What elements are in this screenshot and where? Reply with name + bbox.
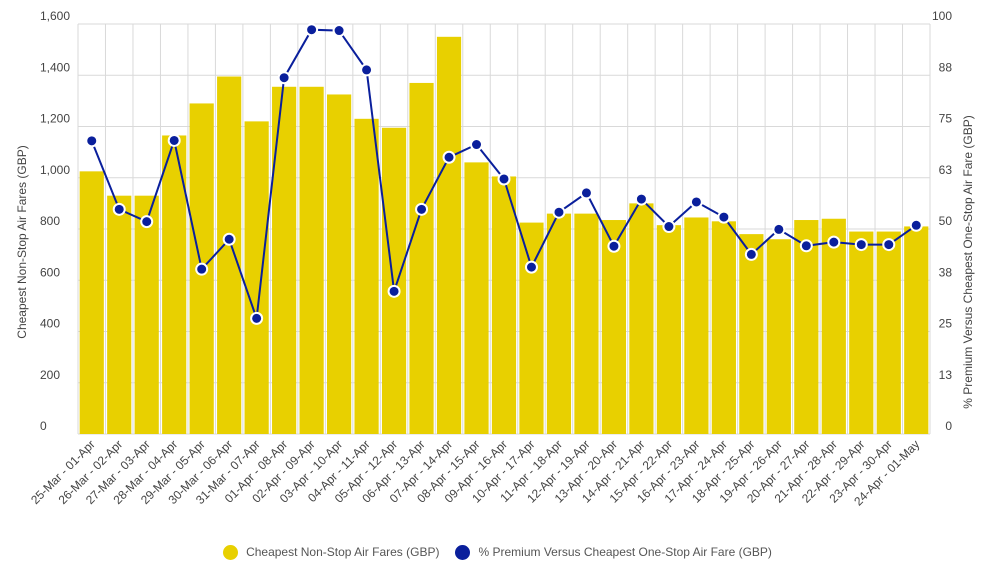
premium-point[interactable]: [909, 218, 923, 232]
bar[interactable]: [79, 171, 104, 434]
bar[interactable]: [491, 176, 517, 434]
bar-series: [79, 36, 929, 434]
premium-point[interactable]: [689, 195, 703, 209]
right-axis-title: % Premium Versus Cheapest One-Stop Air F…: [961, 115, 975, 408]
premium-point[interactable]: [772, 222, 786, 236]
premium-point[interactable]: [717, 210, 731, 224]
premium-point[interactable]: [140, 215, 154, 229]
right-tick-label: 13: [939, 368, 953, 382]
premium-point[interactable]: [579, 186, 593, 200]
premium-point[interactable]: [332, 24, 346, 38]
right-axis-ticks: 0 13 25 38 50 63 75 88 100: [932, 9, 952, 433]
right-tick-label: 88: [939, 60, 953, 74]
bar[interactable]: [299, 86, 324, 434]
right-tick-label: 75: [939, 112, 953, 126]
left-tick-label: 800: [40, 214, 60, 228]
bar[interactable]: [739, 234, 764, 434]
premium-point[interactable]: [415, 202, 429, 216]
premium-point[interactable]: [360, 63, 374, 77]
bar[interactable]: [849, 231, 874, 434]
bar[interactable]: [601, 220, 627, 434]
chart: 0 200 400 600 800 1,000 1,200 1,400 1,600 0 13 25 3…: [15, 9, 975, 508]
premium-point[interactable]: [387, 284, 401, 298]
premium-point[interactable]: [112, 202, 126, 216]
legend-label-premium: % Premium Versus Cheapest One-Stop Air F…: [478, 545, 772, 559]
left-tick-label: 0: [40, 419, 47, 433]
bar[interactable]: [629, 203, 654, 434]
premium-point[interactable]: [167, 133, 181, 147]
bar[interactable]: [546, 213, 572, 434]
left-axis-title: Cheapest Non-Stop Air Fares (GBP): [15, 145, 29, 338]
legend-label-fares: Cheapest Non-Stop Air Fares (GBP): [246, 545, 440, 559]
premium-point[interactable]: [552, 205, 566, 219]
left-tick-label: 1,400: [40, 60, 70, 74]
bar[interactable]: [354, 118, 379, 434]
premium-point[interactable]: [524, 260, 538, 274]
premium-point[interactable]: [662, 220, 676, 234]
premium-point[interactable]: [442, 150, 456, 164]
legend-swatch-fares: [223, 544, 239, 560]
right-tick-label: 63: [939, 163, 953, 177]
premium-point[interactable]: [744, 247, 758, 261]
left-tick-label: 600: [40, 265, 60, 279]
premium-point[interactable]: [222, 232, 236, 246]
bar[interactable]: [244, 121, 269, 434]
bar[interactable]: [436, 36, 462, 434]
line-series: [85, 23, 923, 325]
right-tick-label: 100: [932, 9, 952, 23]
bar[interactable]: [464, 162, 489, 434]
premium-point[interactable]: [250, 311, 264, 325]
premium-point[interactable]: [634, 192, 648, 206]
bar[interactable]: [794, 220, 819, 434]
bar[interactable]: [409, 82, 434, 434]
right-tick-label: 38: [939, 265, 953, 279]
bar[interactable]: [162, 135, 187, 434]
bar[interactable]: [876, 231, 901, 434]
bar[interactable]: [574, 213, 599, 434]
bar[interactable]: [904, 226, 929, 434]
premium-point[interactable]: [827, 235, 841, 249]
left-tick-label: 1,600: [40, 9, 70, 23]
premium-point[interactable]: [497, 172, 511, 186]
premium-point[interactable]: [607, 239, 621, 253]
bar[interactable]: [711, 221, 736, 434]
right-tick-label: 50: [939, 214, 953, 228]
premium-point[interactable]: [799, 239, 813, 253]
bar[interactable]: [821, 218, 846, 434]
bar[interactable]: [656, 225, 681, 434]
left-tick-label: 200: [40, 368, 60, 382]
legend-item-premium[interactable]: % Premium Versus Cheapest One-Stop Air F…: [455, 544, 772, 560]
legend: Cheapest Non-Stop Air Fares (GBP) % Prem…: [0, 540, 995, 564]
bar[interactable]: [381, 127, 407, 434]
premium-point[interactable]: [470, 138, 484, 152]
bar[interactable]: [107, 195, 132, 434]
premium-point[interactable]: [195, 262, 209, 276]
left-tick-label: 1,200: [40, 112, 70, 126]
bar[interactable]: [272, 86, 297, 434]
bar[interactable]: [766, 239, 791, 434]
premium-point[interactable]: [854, 238, 868, 252]
left-axis-ticks: 0 200 400 600 800 1,000 1,200 1,400 1,600: [40, 9, 70, 433]
bar[interactable]: [217, 76, 242, 434]
premium-point[interactable]: [277, 71, 291, 85]
left-tick-label: 1,000: [40, 163, 70, 177]
right-tick-label: 25: [939, 317, 953, 331]
legend-item-fares[interactable]: Cheapest Non-Stop Air Fares (GBP): [223, 544, 440, 560]
left-tick-label: 400: [40, 317, 60, 331]
bar[interactable]: [134, 195, 159, 434]
premium-point[interactable]: [85, 134, 99, 148]
right-tick-label: 0: [945, 419, 952, 433]
legend-swatch-premium: [455, 544, 471, 560]
premium-point[interactable]: [305, 23, 319, 37]
premium-point[interactable]: [882, 238, 896, 252]
bar[interactable]: [327, 94, 352, 434]
bar[interactable]: [684, 217, 709, 434]
bar[interactable]: [519, 222, 544, 434]
